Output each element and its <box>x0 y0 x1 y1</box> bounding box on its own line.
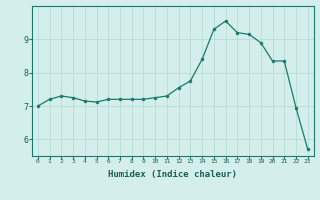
X-axis label: Humidex (Indice chaleur): Humidex (Indice chaleur) <box>108 170 237 179</box>
